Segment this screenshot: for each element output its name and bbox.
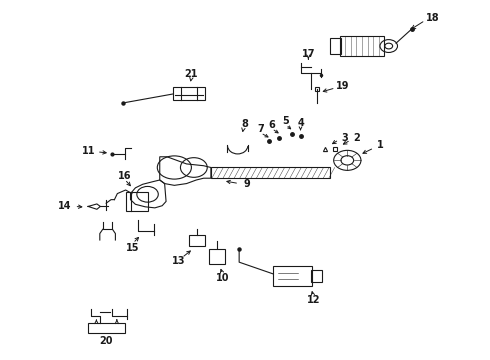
Text: 2: 2: [354, 133, 361, 143]
Bar: [209, 249, 224, 264]
Text: 6: 6: [269, 120, 275, 130]
Text: 7: 7: [257, 124, 264, 134]
Bar: [340, 36, 384, 56]
Text: 13: 13: [172, 256, 186, 266]
Text: 17: 17: [301, 49, 315, 59]
Text: 18: 18: [426, 13, 440, 23]
Text: 11: 11: [82, 147, 96, 157]
Text: 10: 10: [216, 273, 229, 283]
Bar: [273, 266, 312, 286]
Bar: [211, 167, 330, 178]
Text: 5: 5: [283, 116, 289, 126]
Text: 20: 20: [99, 336, 113, 346]
Bar: [88, 323, 124, 333]
Text: 21: 21: [185, 69, 198, 79]
Text: 4: 4: [297, 118, 304, 128]
Text: 1: 1: [377, 140, 384, 150]
Text: 12: 12: [306, 295, 320, 305]
Text: 9: 9: [243, 179, 250, 189]
Bar: [190, 235, 205, 247]
Text: 14: 14: [58, 201, 72, 211]
Text: 16: 16: [118, 171, 131, 181]
Text: 3: 3: [342, 133, 348, 143]
Bar: [311, 270, 322, 282]
Text: 8: 8: [241, 119, 248, 129]
Bar: [173, 87, 204, 100]
Text: 15: 15: [126, 243, 140, 252]
Bar: [330, 38, 341, 54]
Bar: [126, 192, 147, 211]
Text: 19: 19: [336, 81, 349, 91]
